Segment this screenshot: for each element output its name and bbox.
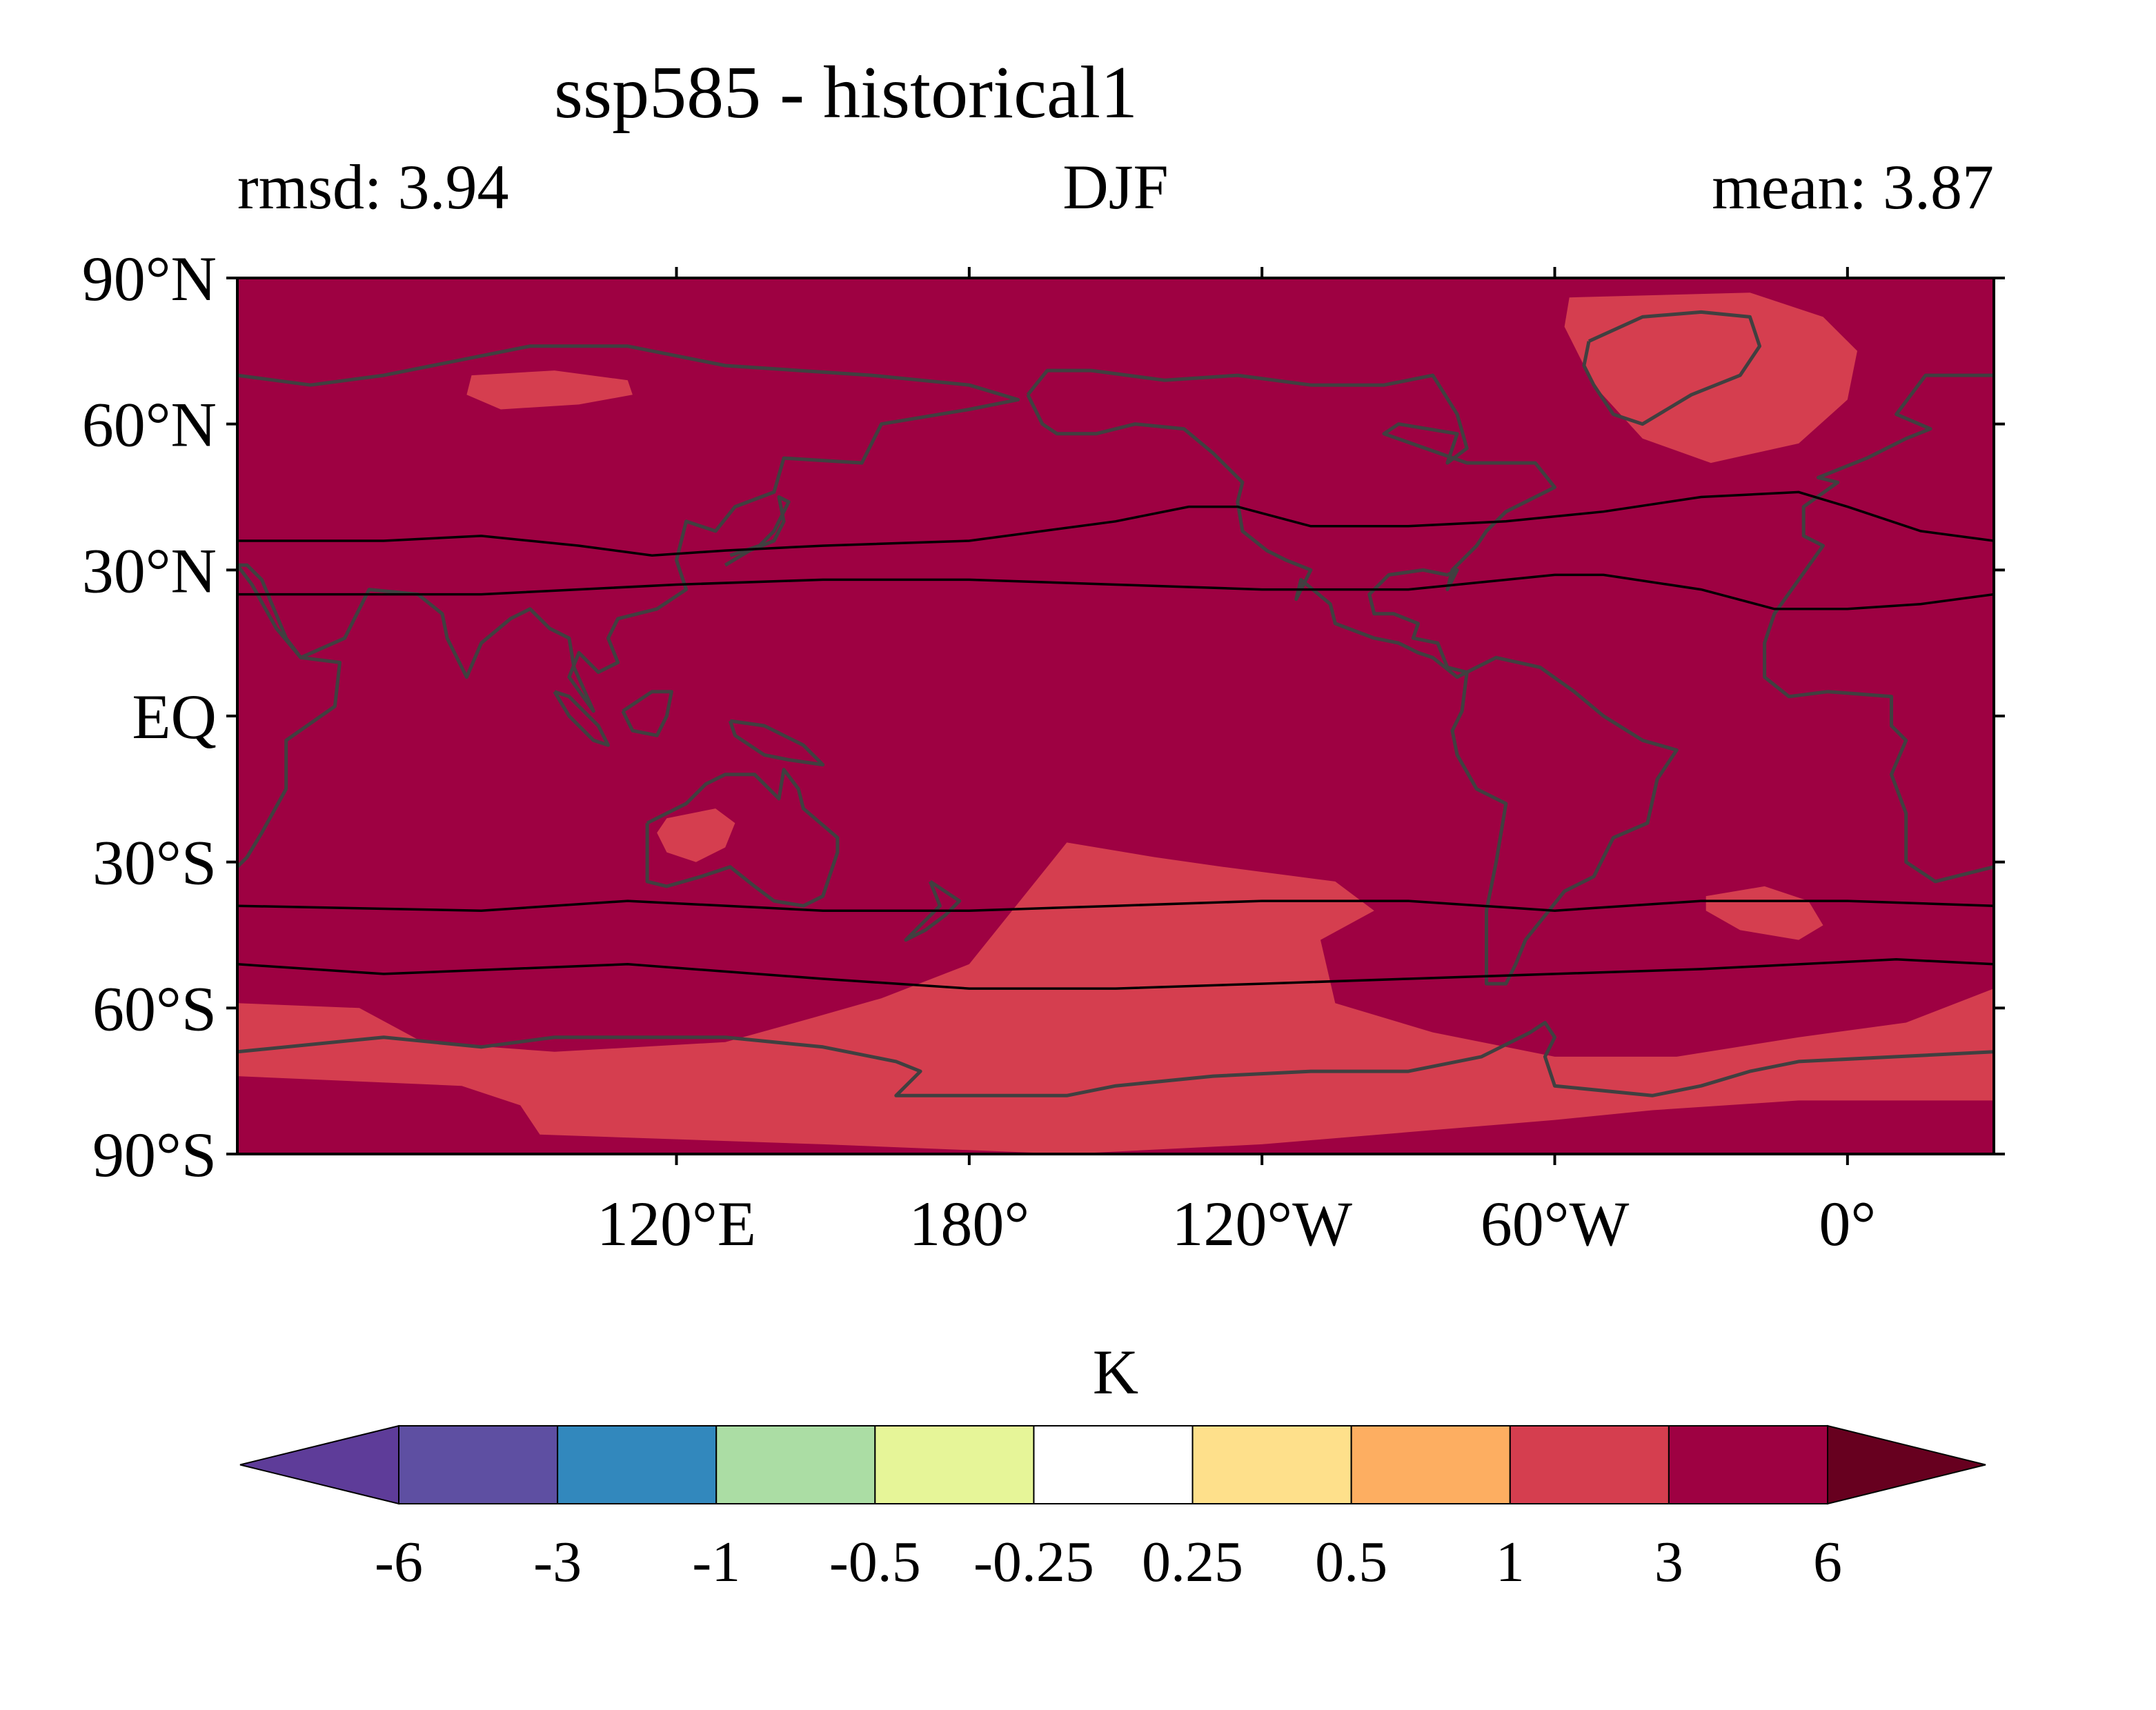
colorbar-segment <box>1350 1425 1511 1504</box>
coastline <box>237 1021 1994 1097</box>
y-tick-label: 90°S <box>92 1120 217 1190</box>
coastline <box>1450 655 1679 986</box>
colorbar-segment <box>398 1425 559 1504</box>
x-axis-ticks: 120°E 180° 120°W 60°W 0° <box>597 267 1876 1259</box>
coastlines <box>237 310 1994 1097</box>
colorbar-segment <box>1668 1425 1829 1504</box>
y-tick-label: 30°N <box>82 535 217 606</box>
colorbar-tick-label: -0.5 <box>829 1530 921 1594</box>
coastline <box>237 564 342 868</box>
colorbar-segment <box>715 1425 876 1504</box>
colorbar-tick-label: 1 <box>1496 1530 1525 1594</box>
y-tick-label: 60°N <box>82 390 217 460</box>
colorbar-tick-label: 0.25 <box>1142 1530 1243 1594</box>
y-axis-ticks: 90°N 60°N 30°N EQ 30°S 60°S 90°S <box>82 243 2005 1190</box>
x-tick-label: 120°E <box>597 1189 756 1259</box>
x-tick-label: 60°W <box>1481 1189 1630 1259</box>
colorbar-segment <box>1509 1425 1670 1504</box>
coastline <box>553 690 610 747</box>
contour-line <box>237 573 1994 610</box>
colorbar-tick-label: -3 <box>533 1530 582 1594</box>
coastline <box>237 344 1020 713</box>
contour-line <box>237 490 1994 557</box>
colorbar-segment <box>1191 1425 1352 1504</box>
colorbar-segment <box>1033 1425 1194 1504</box>
colorbar-tick-label: -1 <box>692 1530 740 1594</box>
colorbar-extend-high <box>1827 1424 1986 1505</box>
colorbar-tick-label: -0.25 <box>973 1530 1094 1594</box>
rmsd-annotation: rmsd: 3.94 <box>237 152 509 222</box>
mean-annotation: mean: 3.87 <box>1712 152 1994 222</box>
season-annotation: DJF <box>1062 152 1168 222</box>
colorbar-extend-low <box>239 1424 399 1505</box>
anomaly-region <box>466 370 633 410</box>
colorbar: -6 -3 -1 -0.5 -0.25 0.25 0.5 1 3 6 <box>239 1424 1986 1594</box>
colorbar-label: K <box>1093 1337 1138 1407</box>
x-tick-label: 0° <box>1819 1189 1876 1259</box>
y-tick-label: 90°N <box>82 243 217 314</box>
chart-title: ssp585 - historical1 <box>554 52 1138 134</box>
anomaly-region <box>1705 886 1823 940</box>
coastline <box>1582 310 1761 426</box>
coastline <box>904 879 962 942</box>
y-tick-label: EQ <box>132 682 217 752</box>
coastline <box>728 719 825 767</box>
coastline <box>1763 373 1994 884</box>
colorbar-segment <box>874 1425 1035 1504</box>
contour-line <box>237 958 1994 990</box>
colorbar-segment <box>557 1425 718 1504</box>
x-tick-label: 180° <box>909 1189 1029 1259</box>
y-tick-label: 60°S <box>92 973 217 1044</box>
colorbar-tick-label: 0.5 <box>1315 1530 1387 1594</box>
anomaly-region <box>237 842 1994 1154</box>
x-tick-label: 120°W <box>1171 1189 1352 1259</box>
map-fill-regions <box>237 292 1994 1154</box>
colorbar-tick-label: -6 <box>375 1530 423 1594</box>
map-panel <box>236 277 1995 1155</box>
contours <box>237 490 1994 990</box>
coastline <box>645 768 840 908</box>
contour-line <box>237 899 1994 912</box>
coastline <box>621 690 673 737</box>
coastline <box>724 495 791 567</box>
y-tick-label: 30°S <box>92 828 217 898</box>
anomaly-region <box>657 808 735 862</box>
anomaly-region <box>1564 292 1857 464</box>
coastline <box>1026 368 1556 679</box>
colorbar-tick-label: 3 <box>1654 1530 1683 1594</box>
colorbar-tick-label: 6 <box>1813 1530 1842 1594</box>
